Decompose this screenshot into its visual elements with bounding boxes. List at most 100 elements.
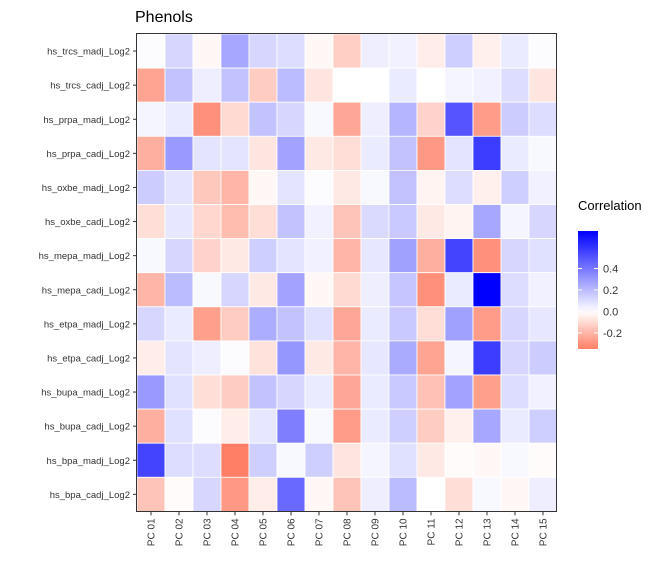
y-axis-label: hs_trcs_cadj_Log2 <box>50 81 130 92</box>
heatmap-cell <box>472 476 502 512</box>
heatmap-cell <box>164 169 194 205</box>
heatmap-cell <box>472 374 502 410</box>
heatmap-cell <box>388 135 418 171</box>
heatmap-cell <box>248 272 278 308</box>
y-axis-label: hs_trcs_madj_Log2 <box>47 47 130 58</box>
heatmap-cell <box>164 204 194 239</box>
heatmap-cell <box>164 306 194 342</box>
heatmap-cell <box>276 67 306 103</box>
legend-tick-label: 0.2 <box>603 285 618 297</box>
heatmap-cell <box>192 340 222 376</box>
heatmap-cell <box>500 169 530 205</box>
heatmap-cell <box>192 272 222 308</box>
heatmap-cell <box>500 476 530 512</box>
heatmap-cell <box>248 33 278 69</box>
y-axis-labels: hs_trcs_madj_Log2 hs_trcs_cadj_Log2 hs_prp… <box>39 47 136 501</box>
heatmap-cell <box>304 374 334 410</box>
heatmap-cell <box>388 306 418 342</box>
heatmap-cell <box>416 238 446 274</box>
x-axis-label: PC 14 <box>511 518 522 546</box>
heatmap-cell <box>248 169 278 205</box>
heatmap-cell <box>528 306 558 342</box>
heatmap-cell <box>276 272 306 308</box>
heatmap-cell <box>164 238 194 274</box>
heatmap-cell <box>276 476 306 512</box>
heatmap-cell <box>248 374 278 410</box>
heatmap-cell <box>472 67 502 103</box>
legend-colorbar <box>578 231 598 349</box>
x-axis-label: PC 08 <box>343 518 354 546</box>
heatmap-cell <box>276 374 306 410</box>
heatmap-cell <box>192 442 222 478</box>
heatmap-cells <box>136 33 558 512</box>
heatmap-cell <box>528 204 558 239</box>
heatmap-cell <box>360 135 390 171</box>
heatmap-cell <box>416 408 446 444</box>
heatmap-cell <box>192 204 222 239</box>
heatmap-cell <box>304 135 334 171</box>
heatmap-cell <box>164 408 194 444</box>
heatmap-cell <box>528 67 558 103</box>
heatmap-cell <box>192 101 222 137</box>
heatmap-cell <box>164 374 194 410</box>
x-axis-label: PC 06 <box>287 518 298 546</box>
heatmap-cell <box>136 169 166 205</box>
heatmap-cell <box>220 374 250 410</box>
heatmap-cell <box>472 340 502 376</box>
heatmap-cell <box>304 67 334 103</box>
heatmap-cell <box>444 67 474 103</box>
heatmap-cell <box>388 238 418 274</box>
heatmap-cell <box>304 204 334 239</box>
heatmap-cell <box>248 135 278 171</box>
heatmap-cell <box>500 374 530 410</box>
heatmap-cell <box>332 306 362 342</box>
heatmap-cell <box>388 33 418 69</box>
heatmap-cell <box>444 135 474 171</box>
heatmap-cell <box>332 135 362 171</box>
heatmap-cell <box>388 340 418 376</box>
heatmap-cell <box>472 169 502 205</box>
heatmap-cell <box>276 408 306 444</box>
heatmap-cell <box>472 33 502 69</box>
y-axis-label: hs_mepa_madj_Log2 <box>39 251 130 262</box>
heatmap-cell <box>332 408 362 444</box>
heatmap-cell <box>332 169 362 205</box>
heatmap-cell <box>388 408 418 444</box>
heatmap-cell <box>472 204 502 239</box>
heatmap-cell <box>332 272 362 308</box>
heatmap-cell <box>220 306 250 342</box>
heatmap-cell <box>528 408 558 444</box>
heatmap-cell <box>472 442 502 478</box>
x-axis-label: PC 05 <box>259 518 270 546</box>
heatmap-cell <box>332 238 362 274</box>
heatmap-cell <box>276 33 306 69</box>
heatmap-cell <box>528 135 558 171</box>
heatmap-cell <box>304 340 334 376</box>
heatmap-cell <box>276 101 306 137</box>
heatmap-cell <box>136 272 166 308</box>
heatmap-cell <box>332 204 362 239</box>
y-axis-label: hs_bupa_cadj_Log2 <box>44 422 130 433</box>
heatmap-cell <box>220 238 250 274</box>
heatmap-cell <box>276 306 306 342</box>
heatmap-cell <box>192 238 222 274</box>
heatmap-cell <box>444 33 474 69</box>
heatmap-cell <box>332 442 362 478</box>
heatmap-cell <box>416 442 446 478</box>
heatmap-cell <box>472 408 502 444</box>
heatmap-cell <box>220 442 250 478</box>
heatmap-cell <box>164 442 194 478</box>
heatmap-cell <box>276 169 306 205</box>
heatmap-cell <box>192 169 222 205</box>
heatmap-cell <box>304 272 334 308</box>
x-axis-labels: PC 01 PC 02 PC 03 PC 04 PC 05 PC 06 PC 07 PC 08… <box>147 511 550 546</box>
heatmap-cell <box>500 33 530 69</box>
heatmap-cell <box>304 306 334 342</box>
y-axis-label: hs_oxbe_cadj_Log2 <box>45 217 130 228</box>
heatmap-cell <box>136 67 166 103</box>
heatmap-cell <box>444 204 474 239</box>
heatmap-cell <box>360 340 390 376</box>
heatmap-cell <box>276 238 306 274</box>
heatmap-cell <box>248 476 278 512</box>
heatmap-cell <box>192 374 222 410</box>
